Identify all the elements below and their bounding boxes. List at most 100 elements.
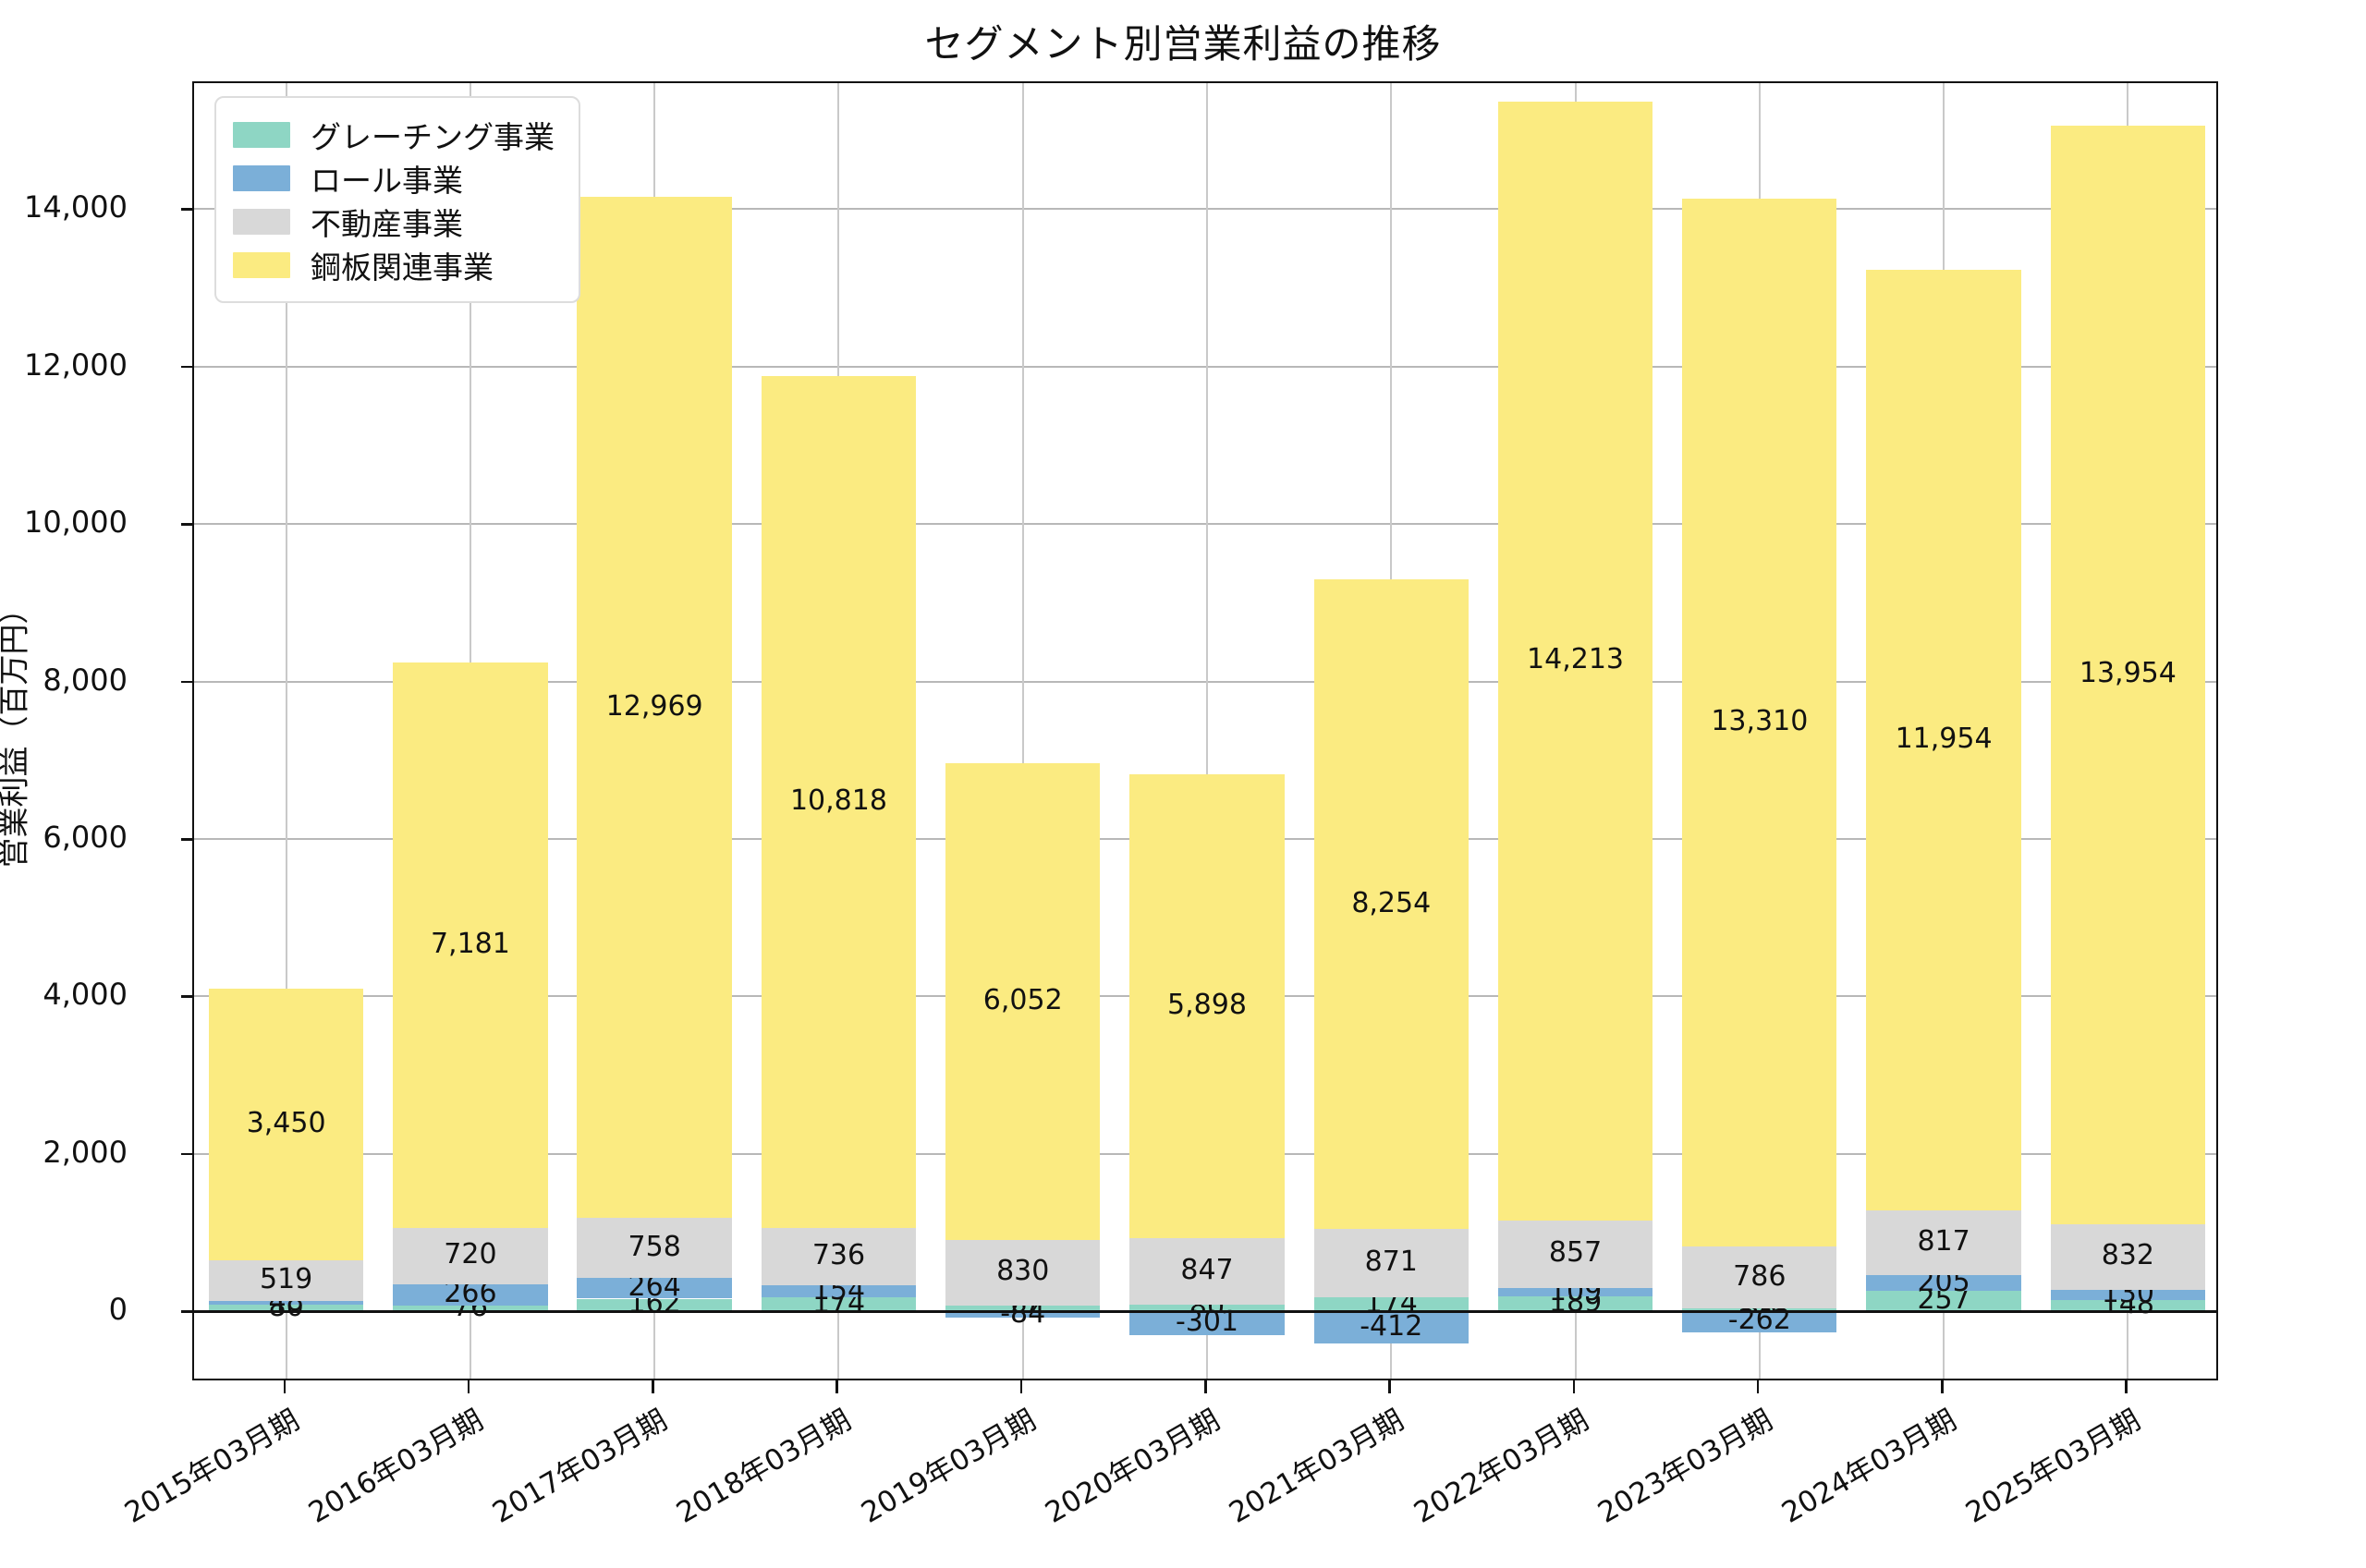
legend-item[interactable]: グレーチング事業 [233,113,555,156]
x-axis-tick-label: 2017年03月期 [487,1403,674,1530]
bar-segment[interactable] [1129,1238,1285,1306]
bar-segment[interactable] [945,763,1101,1241]
bar-segment[interactable] [393,1305,548,1312]
bar-segment[interactable] [2050,1289,2206,1300]
legend-item-label: ロール事業 [311,162,463,199]
bar-segment[interactable] [393,1284,548,1306]
y-axis-tick-label: 2,000 [43,1134,128,1170]
bar-segment[interactable] [1497,1220,1653,1288]
y-axis-tick-mark [181,365,194,369]
bar-segment[interactable] [1866,1210,2021,1275]
bar-segment[interactable] [1313,1229,1469,1298]
x-axis-tick-label: 2018年03月期 [671,1403,858,1530]
x-axis-tick-label: 2024年03月期 [1776,1403,1963,1530]
x-axis-tick-label: 2023年03月期 [1592,1403,1778,1530]
bar-segment[interactable] [208,1305,364,1312]
bar-group[interactable]: 257 205 817 11,954 [1851,83,2035,1379]
x-axis-tick-mark [1756,1380,1760,1393]
y-axis-tick-mark [181,838,194,841]
bar-segment[interactable] [1313,578,1469,1230]
bar-segment[interactable] [208,1301,364,1306]
legend-item[interactable]: 鋼板関連事業 [233,243,555,286]
bar-segment[interactable] [945,1311,1101,1319]
bar-segment[interactable] [577,1278,732,1299]
y-axis-tick-mark [181,995,194,998]
legend-color-swatch [233,251,290,278]
bar-segment[interactable] [208,1260,364,1302]
bar-segment[interactable] [945,1240,1101,1306]
legend-color-swatch [233,208,290,235]
bar-group[interactable]: 76 266 720 7,181 [378,83,562,1379]
x-axis-tick-mark [652,1380,654,1393]
x-axis-tick-label: 2019年03月期 [855,1403,1042,1530]
x-axis-tick-mark [283,1380,287,1393]
bar-segment[interactable] [577,1298,732,1312]
bar-segment[interactable] [393,662,548,1228]
gridline-horizontal [194,523,2216,526]
x-axis-tick-mark [1941,1380,1944,1393]
chart-legend: グレーチング事業ロール事業不動産事業 鋼板関連事業 [214,96,580,303]
bar-group[interactable]: 80 -301 847 5,898 [1115,83,1299,1379]
bar-segment[interactable] [393,1227,548,1285]
x-axis-tick-label: 2015年03月期 [118,1403,305,1530]
y-axis-tick-label: 14,000 [24,189,128,225]
gridline-vertical [1206,83,1208,1379]
bar-segment[interactable] [761,1227,917,1286]
bar-segment[interactable] [1497,1296,1653,1312]
bar-segment[interactable] [577,1218,732,1278]
bar-group[interactable]: 77 -84 830 6,052 [931,83,1115,1379]
bar-group[interactable]: 148 130 832 13,954 [2036,83,2220,1379]
x-axis-tick-mark [2125,1380,2128,1393]
bar-segment[interactable] [1682,1308,1837,1312]
bar-group[interactable]: 162 264 758 12,969 [563,83,747,1379]
y-axis-tick-label: 8,000 [43,662,128,698]
legend-item[interactable]: ロール事業 [233,156,555,200]
bar-segment[interactable] [1682,1246,1837,1309]
x-axis-tick-mark [835,1380,838,1393]
bar-segment[interactable] [1866,1291,2021,1312]
bar-segment[interactable] [577,197,732,1219]
y-axis-tick-label: 6,000 [43,820,128,856]
x-axis-tick-mark [1019,1380,1023,1393]
bar-segment[interactable] [2050,125,2206,1224]
legend-color-swatch [233,121,290,148]
legend-item-label: 不動産事業 [311,205,463,242]
legend-color-swatch [233,164,290,191]
bar-group[interactable]: 174 154 736 10,818 [747,83,931,1379]
bar-segment[interactable] [1497,1287,1653,1297]
y-axis-tick-label: 0 [108,1292,128,1328]
bar-group[interactable]: 174 -412 871 8,254 [1299,83,1483,1379]
bar-segment[interactable] [761,1297,917,1312]
y-axis-tick-label: 10,000 [24,504,128,541]
y-axis-tick-mark [181,1310,194,1313]
bar-segment[interactable] [1497,101,1653,1221]
x-axis-tick-mark [1388,1380,1391,1393]
legend-item[interactable]: 不動産事業 [233,200,555,243]
bar-segment[interactable] [208,989,364,1261]
bar-segment[interactable] [1866,1274,2021,1292]
bar-segment[interactable] [761,1285,917,1298]
bar-segment[interactable] [2050,1299,2206,1312]
y-axis-tick-mark [181,1152,194,1156]
bar-segment[interactable] [2050,1223,2206,1290]
bar-segment[interactable] [1682,1311,1837,1332]
bar-segment[interactable] [1129,773,1285,1239]
bar-segment[interactable] [761,375,917,1228]
x-axis-tick-label: 2025年03月期 [1960,1403,2147,1530]
bar-segment[interactable] [1682,199,1837,1247]
bar-segment[interactable] [945,1305,1101,1312]
gridline-vertical [285,83,287,1379]
bar-segment[interactable] [1866,269,2021,1211]
bar-segment[interactable] [1129,1311,1285,1335]
x-axis-tick-label: 2016年03月期 [302,1403,489,1530]
x-axis-tick-mark [1204,1380,1207,1393]
bar-segment[interactable] [1313,1297,1469,1312]
bar-segment[interactable] [1313,1311,1469,1344]
y-axis-label-wrapper: 営業利益（百万円） [0,81,68,1380]
bar-group[interactable]: 189 109 857 14,213 [1483,83,1667,1379]
y-axis-tick-mark [181,208,194,211]
bar-segment[interactable] [1129,1305,1285,1312]
x-axis-tick-label: 2020年03月期 [1039,1403,1226,1530]
bar-group[interactable]: 36 -262 786 13,310 [1667,83,1851,1379]
